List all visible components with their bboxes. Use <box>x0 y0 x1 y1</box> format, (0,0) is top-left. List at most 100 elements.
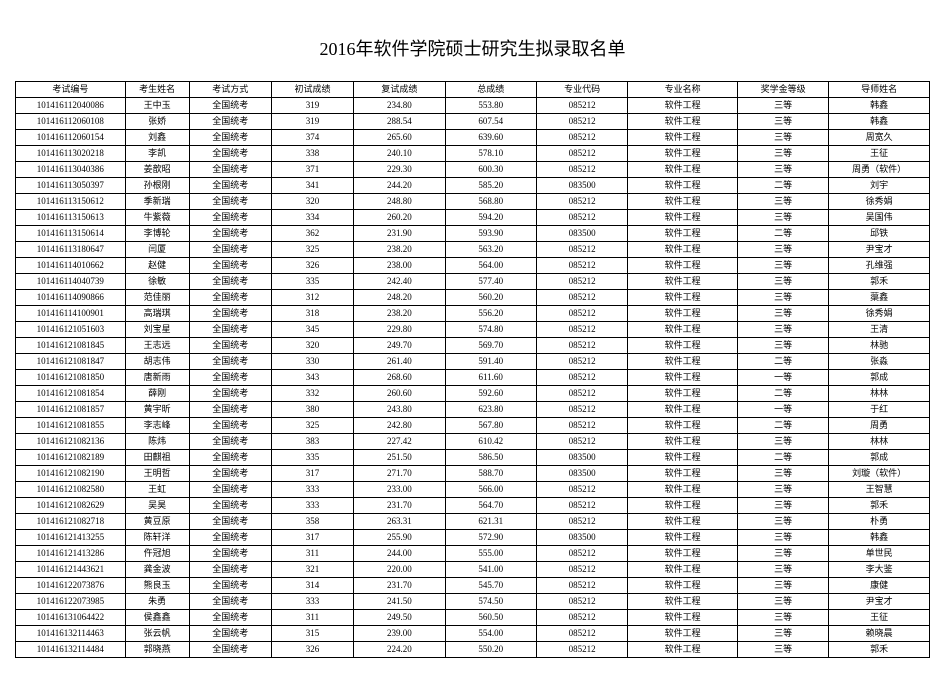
table-cell: 574.50 <box>445 594 536 610</box>
table-cell: 314 <box>271 578 353 594</box>
table-cell: 全国统考 <box>189 642 271 658</box>
table-row: 101416121413286仵冠旭全国统考311244.00555.00085… <box>16 546 930 562</box>
table-cell: 101416121081845 <box>16 338 126 354</box>
table-row: 101416121081855李志峰全国统考325242.80567.80085… <box>16 418 930 434</box>
table-cell: 101416112060108 <box>16 114 126 130</box>
table-cell: 二等 <box>737 226 828 242</box>
table-cell: 全国统考 <box>189 226 271 242</box>
table-cell: 韩鑫 <box>829 114 930 130</box>
table-cell: 564.00 <box>445 258 536 274</box>
table-cell: 085212 <box>536 162 627 178</box>
table-cell: 一等 <box>737 402 828 418</box>
table-cell: 083500 <box>536 466 627 482</box>
table-cell: 229.80 <box>354 322 445 338</box>
table-cell: 101416121443621 <box>16 562 126 578</box>
table-cell: 319 <box>271 98 353 114</box>
table-cell: 271.70 <box>354 466 445 482</box>
table-cell: 赖晓晨 <box>829 626 930 642</box>
table-cell: 553.80 <box>445 98 536 114</box>
table-cell: 371 <box>271 162 353 178</box>
table-cell: 软件工程 <box>628 626 738 642</box>
table-cell: 541.00 <box>445 562 536 578</box>
table-cell: 085212 <box>536 498 627 514</box>
table-cell: 261.40 <box>354 354 445 370</box>
table-cell: 566.00 <box>445 482 536 498</box>
table-cell: 全国统考 <box>189 498 271 514</box>
table-row: 101416113040386姜歆昭全国统考371229.30600.30085… <box>16 162 930 178</box>
table-cell: 085212 <box>536 146 627 162</box>
table-cell: 李博轮 <box>125 226 189 242</box>
table-cell: 软件工程 <box>628 162 738 178</box>
col-major-code: 专业代码 <box>536 82 627 98</box>
table-cell: 软件工程 <box>628 146 738 162</box>
col-score-pre: 初试成绩 <box>271 82 353 98</box>
table-cell: 593.90 <box>445 226 536 242</box>
table-cell: 软件工程 <box>628 226 738 242</box>
table-cell: 三等 <box>737 242 828 258</box>
table-cell: 101416114100901 <box>16 306 126 322</box>
table-cell: 三等 <box>737 546 828 562</box>
table-cell: 二等 <box>737 386 828 402</box>
table-cell: 085212 <box>536 578 627 594</box>
table-cell: 三等 <box>737 274 828 290</box>
table-cell: 林驰 <box>829 338 930 354</box>
table-cell: 085212 <box>536 258 627 274</box>
table-cell: 244.00 <box>354 546 445 562</box>
table-cell: 软件工程 <box>628 610 738 626</box>
table-row: 101416121082718黄豆原全国统考358263.31621.31085… <box>16 514 930 530</box>
table-cell: 三等 <box>737 466 828 482</box>
table-cell: 101416114090866 <box>16 290 126 306</box>
table-row: 101416114090866范佳丽全国统考312248.20560.20085… <box>16 290 930 306</box>
table-cell: 三等 <box>737 194 828 210</box>
table-cell: 320 <box>271 338 353 354</box>
table-cell: 554.00 <box>445 626 536 642</box>
table-cell: 288.54 <box>354 114 445 130</box>
table-cell: 227.42 <box>354 434 445 450</box>
table-cell: 248.20 <box>354 290 445 306</box>
table-cell: 全国统考 <box>189 306 271 322</box>
table-cell: 全国统考 <box>189 370 271 386</box>
table-cell: 569.70 <box>445 338 536 354</box>
table-cell: 三等 <box>737 610 828 626</box>
table-cell: 241.50 <box>354 594 445 610</box>
table-cell: 软件工程 <box>628 130 738 146</box>
table-cell: 软件工程 <box>628 210 738 226</box>
table-cell: 全国统考 <box>189 178 271 194</box>
table-cell: 软件工程 <box>628 178 738 194</box>
table-cell: 588.70 <box>445 466 536 482</box>
table-cell: 全国统考 <box>189 194 271 210</box>
table-cell: 560.50 <box>445 610 536 626</box>
table-cell: 083500 <box>536 226 627 242</box>
table-cell: 600.30 <box>445 162 536 178</box>
table-cell: 陈轩洋 <box>125 530 189 546</box>
table-cell: 592.60 <box>445 386 536 402</box>
table-cell: 101416121413286 <box>16 546 126 562</box>
table-cell: 全国统考 <box>189 386 271 402</box>
table-cell: 李志峰 <box>125 418 189 434</box>
table-cell: 085212 <box>536 194 627 210</box>
table-cell: 二等 <box>737 450 828 466</box>
table-cell: 三等 <box>737 98 828 114</box>
col-method: 考试方式 <box>189 82 271 98</box>
table-cell: 三等 <box>737 146 828 162</box>
table-cell: 101416131064422 <box>16 610 126 626</box>
table-cell: 三等 <box>737 626 828 642</box>
table-row: 101416113020218李凯全国统考338240.10578.100852… <box>16 146 930 162</box>
table-cell: 101416121051603 <box>16 322 126 338</box>
table-cell: 周勇 <box>829 418 930 434</box>
table-cell: 083500 <box>536 178 627 194</box>
table-cell: 高瑞琪 <box>125 306 189 322</box>
table-cell: 578.10 <box>445 146 536 162</box>
table-row: 101416121082136陈炜全国统考383227.42610.420852… <box>16 434 930 450</box>
table-cell: 蕖鑫 <box>829 290 930 306</box>
table-cell: 三等 <box>737 482 828 498</box>
table-cell: 软件工程 <box>628 530 738 546</box>
table-cell: 101416113020218 <box>16 146 126 162</box>
table-cell: 234.80 <box>354 98 445 114</box>
table-cell: 585.20 <box>445 178 536 194</box>
table-cell: 全国统考 <box>189 242 271 258</box>
table-cell: 242.40 <box>354 274 445 290</box>
table-cell: 王虹 <box>125 482 189 498</box>
table-cell: 317 <box>271 466 353 482</box>
table-cell: 085212 <box>536 482 627 498</box>
